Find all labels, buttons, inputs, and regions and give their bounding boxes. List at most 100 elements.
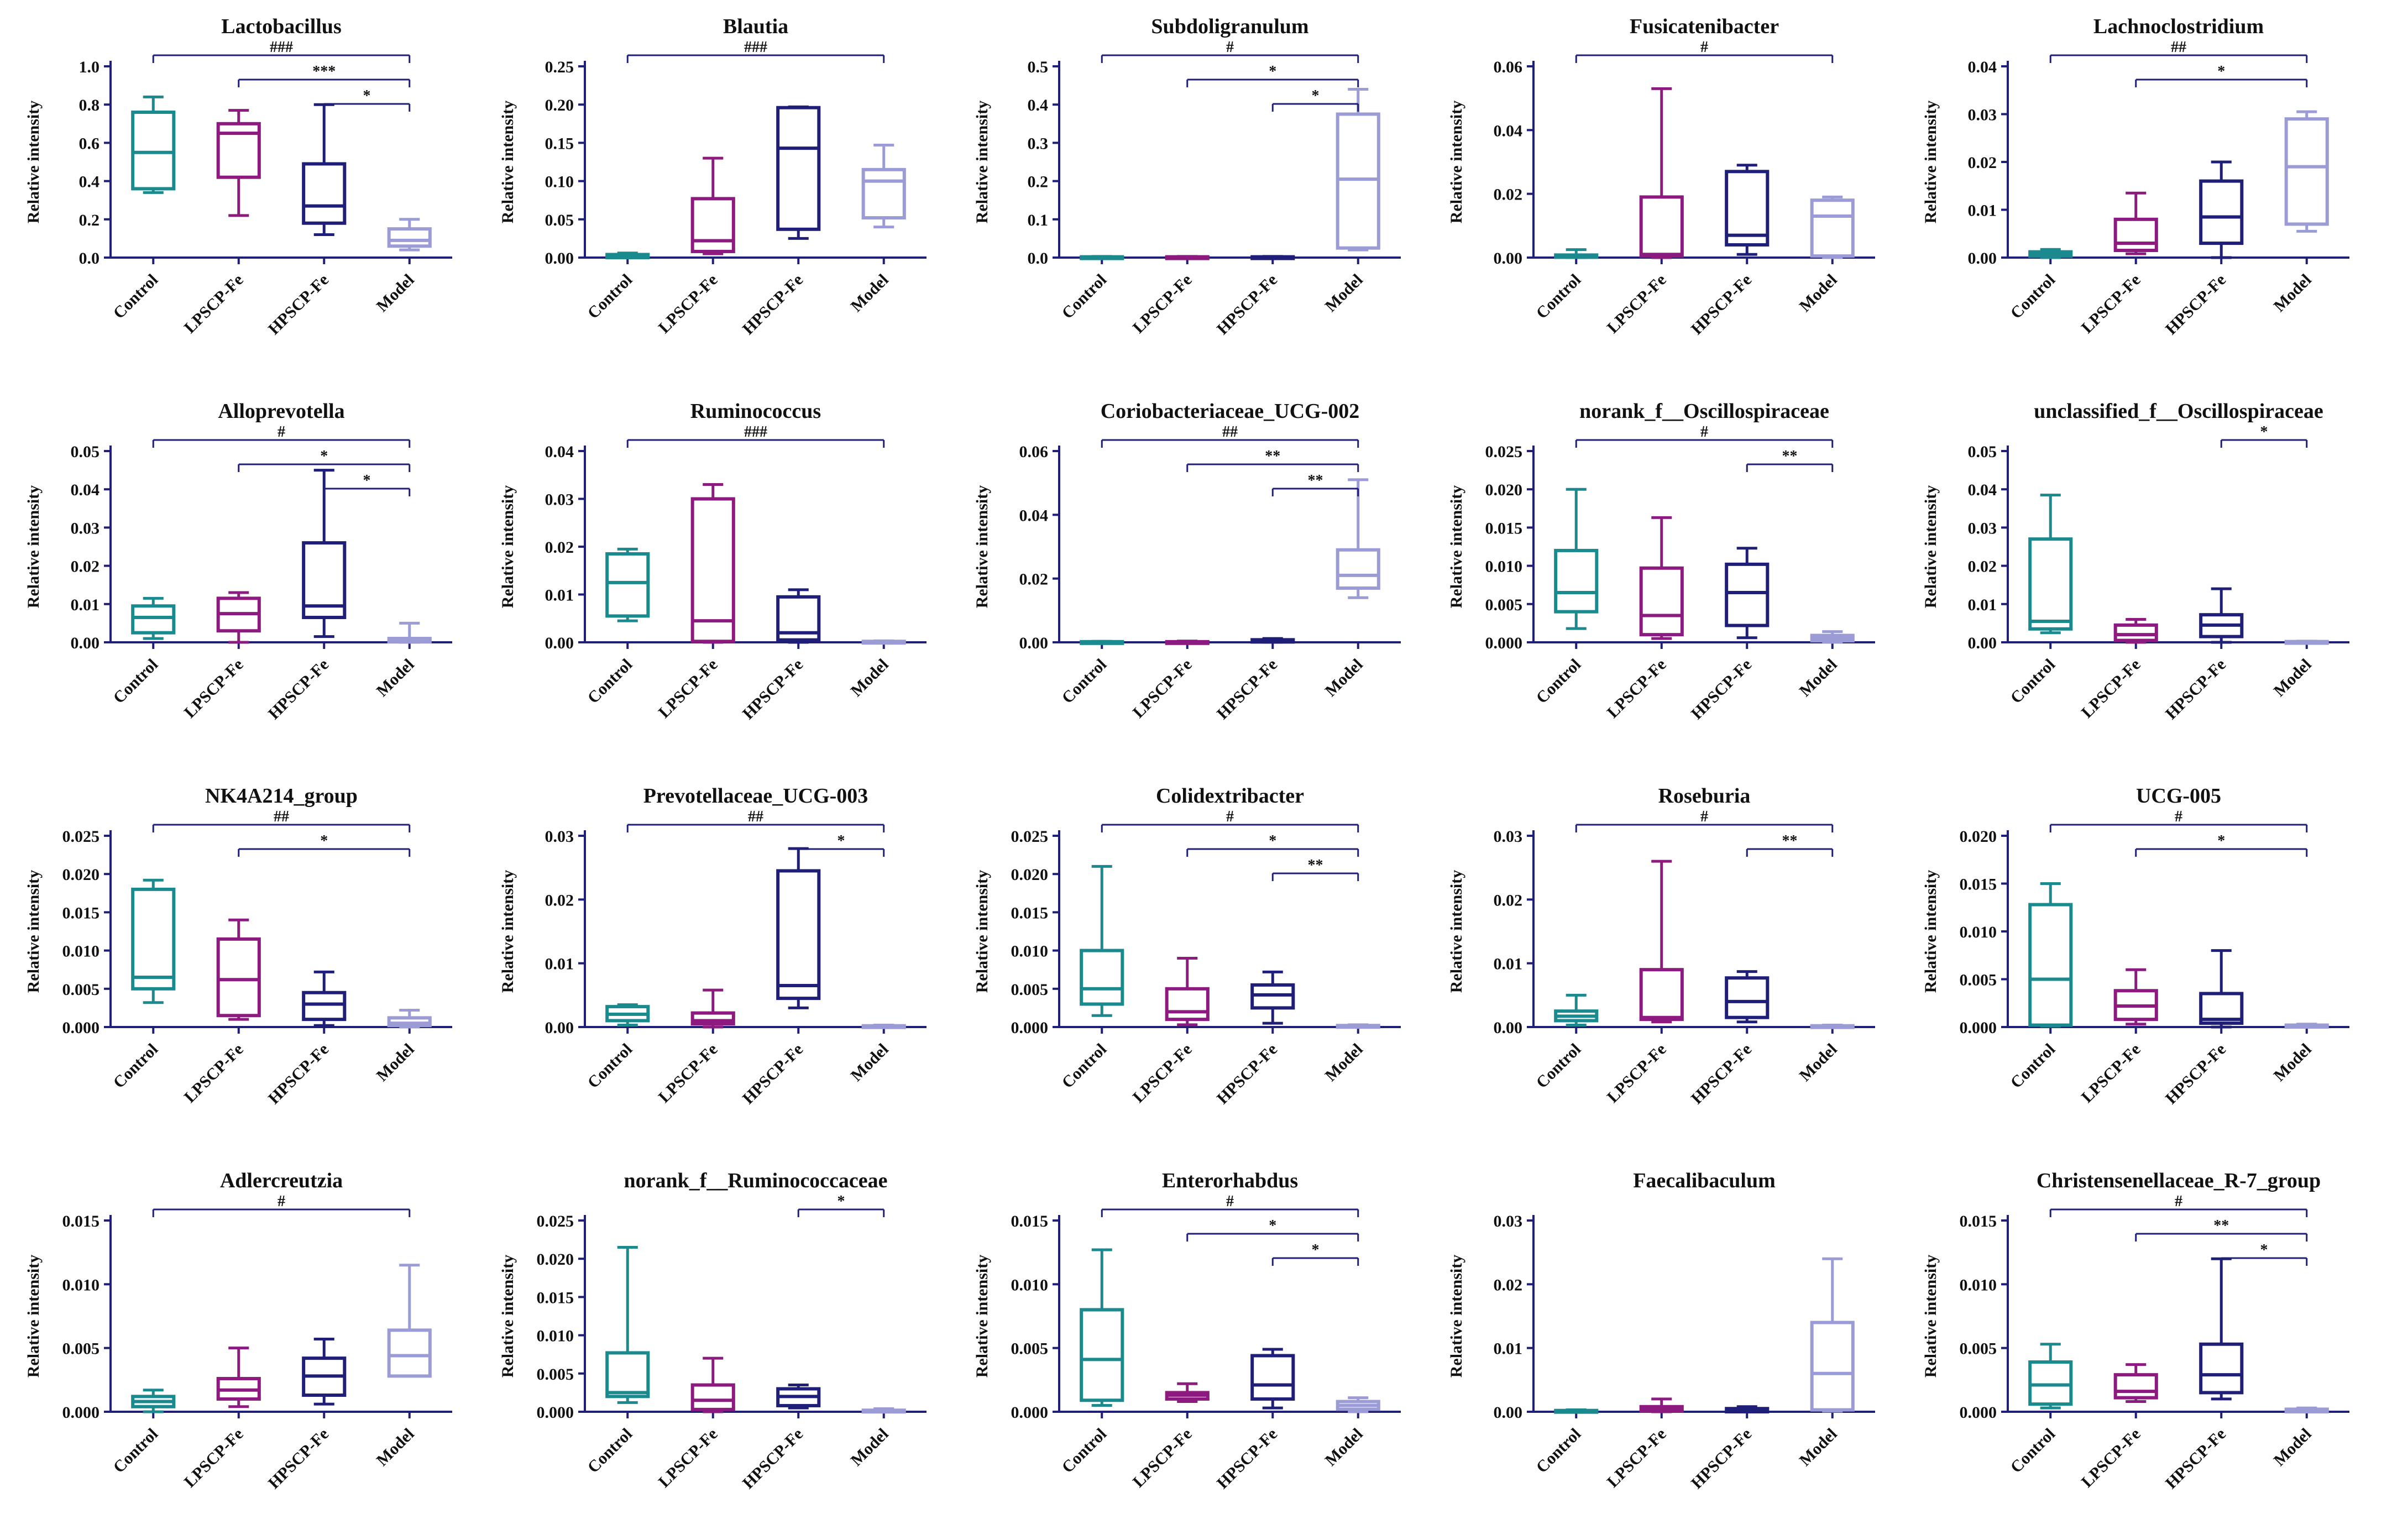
x-tick-label: Control: [584, 271, 636, 323]
chart-panel: Alloprevotella Relative intensity 0.00 0.01…: [24, 400, 452, 723]
box-control: [1554, 993, 1599, 1027]
box-hpscp-fe: [2199, 587, 2244, 644]
y-tick-label: 0.000: [537, 1403, 574, 1422]
x-tick-label: Control: [2007, 1040, 2059, 1092]
box-lpscp-fe: [1639, 516, 1684, 640]
box-hpscp-fe: [1250, 1348, 1295, 1410]
x-tick-label: Control: [110, 271, 162, 323]
box-model: [2284, 1023, 2329, 1029]
box-control: [605, 1245, 650, 1404]
box-iqr: [690, 497, 735, 643]
x-tick-label: HPSCP-Fe: [1213, 1425, 1281, 1492]
y-tick-label: 0.025: [62, 827, 100, 846]
x-tick-label: Model: [847, 656, 892, 700]
x-tick-label: HPSCP-Fe: [2162, 1425, 2229, 1492]
y-tick-label: 0.015: [1960, 1212, 1997, 1230]
y-tick-label: 0.02: [1968, 154, 1997, 172]
x-tick-label: HPSCP-Fe: [739, 271, 807, 338]
x-tick-label: Model: [1322, 1425, 1367, 1470]
x-tick-label: HPSCP-Fe: [739, 1040, 807, 1108]
box-model: [1336, 1023, 1380, 1029]
significance-bracket: **: [2135, 1217, 2308, 1242]
x-tick-label: Model: [1796, 656, 1841, 700]
box-iqr: [2199, 179, 2244, 245]
box-lpscp-fe: [1165, 956, 1210, 1026]
y-tick-label: 0.03: [1494, 827, 1523, 846]
significance-label: *: [320, 448, 328, 465]
x-tick-label: Model: [373, 271, 418, 316]
box-lpscp-fe: [216, 918, 261, 1021]
box-model: [1810, 1257, 1855, 1413]
box-lpscp-fe: [1639, 1397, 1684, 1413]
x-tick-label: Control: [1059, 656, 1111, 708]
x-tick-label: Model: [1796, 1040, 1841, 1085]
panel-title: Blautia: [723, 15, 788, 38]
significance-bracket: **: [1746, 448, 1834, 472]
x-tick-label: LPSCP-Fe: [1129, 656, 1196, 722]
y-tick-label: 0.010: [62, 1276, 100, 1294]
x-tick-label: LPSCP-Fe: [2078, 656, 2144, 722]
significance-label: *: [1312, 87, 1320, 104]
chart-panel: Lactobacillus Relative intensity 0.0 0.2 0.4…: [24, 15, 452, 338]
y-tick-label: 0.000: [1960, 1019, 1997, 1037]
y-tick-label: 0.04: [545, 443, 574, 461]
box-hpscp-fe: [1250, 637, 1295, 644]
box-iqr: [861, 167, 906, 220]
y-tick-label: 0.015: [1011, 904, 1049, 922]
y-tick-label: 0.000: [62, 1403, 100, 1422]
box-lpscp-fe: [690, 483, 735, 644]
chart-panel: norank_f__Oscillospiraceae Relative inten…: [1447, 400, 1875, 723]
x-tick-label: LPSCP-Fe: [181, 1425, 247, 1491]
x-tick-label: LPSCP-Fe: [1604, 1425, 1670, 1491]
box-hpscp-fe: [302, 469, 347, 638]
significance-bracket: *: [797, 1193, 885, 1217]
y-tick-label: 0.02: [545, 538, 574, 557]
box-model: [861, 1024, 906, 1029]
box-iqr: [216, 122, 261, 179]
y-tick-label: 0.03: [71, 519, 100, 537]
y-tick-label: 0.015: [62, 904, 100, 922]
box-lpscp-fe: [1639, 87, 1684, 259]
x-tick-label: HPSCP-Fe: [1688, 1425, 1755, 1492]
significance-label: #: [2175, 808, 2182, 825]
y-axis-label: Relative intensity: [973, 1255, 991, 1377]
panel-title: Fusicatenibacter: [1630, 15, 1779, 38]
y-axis-label: Relative intensity: [24, 101, 43, 223]
x-tick-label: HPSCP-Fe: [1213, 656, 1281, 723]
box-control: [605, 252, 650, 259]
box-model: [1810, 630, 1855, 644]
box-hpscp-fe: [1250, 255, 1295, 260]
box-control: [1080, 1248, 1124, 1407]
chart-panel: Coriobacteriaceae_UCG-002 Relative intens…: [973, 400, 1401, 723]
chart-panel: Ruminococcus Relative intensity 0.00 0.01 0.…: [499, 400, 926, 723]
box-iqr: [1810, 198, 1855, 258]
significance-bracket: *: [2135, 63, 2308, 87]
significance-label: *: [1269, 832, 1276, 850]
box-iqr: [2028, 537, 2073, 631]
y-tick-label: 0.01: [545, 955, 574, 973]
box-iqr: [2113, 217, 2158, 253]
y-tick-label: 0.04: [1494, 122, 1523, 140]
box-iqr: [776, 869, 821, 1001]
box-iqr: [1554, 548, 1599, 614]
box-control: [605, 547, 650, 622]
y-axis-label: Relative intensity: [499, 870, 517, 993]
chart-panel: Christensenellaceae_R-7_group Relative in…: [1922, 1169, 2349, 1492]
box-control: [1554, 488, 1599, 630]
panel-title: norank_f__Oscillospiraceae: [1579, 400, 1829, 423]
box-lpscp-fe: [1165, 640, 1210, 645]
box-model: [387, 218, 432, 252]
box-model: [387, 1264, 432, 1378]
y-tick-label: 0.00: [1494, 249, 1523, 268]
significance-bracket: *: [323, 472, 411, 496]
y-tick-label: 0.20: [545, 96, 574, 114]
y-tick-label: 0.03: [545, 491, 574, 509]
box-iqr: [690, 1383, 735, 1411]
chart-panel: norank_f__Ruminococcaceae Relative intens…: [499, 1169, 926, 1492]
significance-bracket: #: [152, 423, 411, 448]
x-tick-label: LPSCP-Fe: [1604, 271, 1670, 337]
y-tick-label: 0.02: [1494, 1276, 1523, 1294]
chart-panel: Blautia Relative intensity 0.00 0.05 0.10 0.1…: [499, 15, 926, 338]
box-control: [605, 1003, 650, 1027]
box-lpscp-fe: [1165, 255, 1210, 260]
